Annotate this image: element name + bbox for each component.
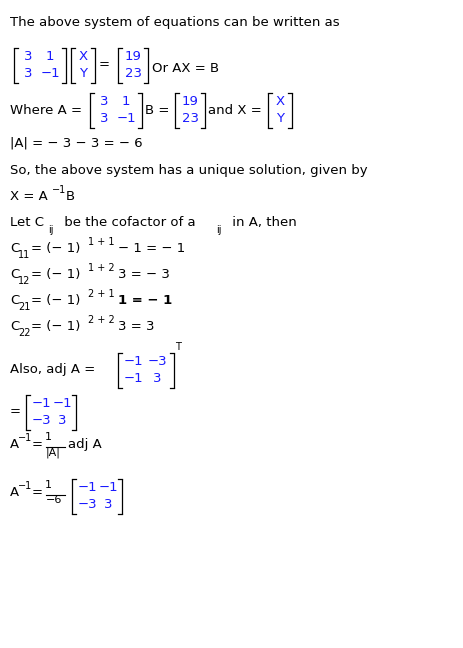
Text: 3: 3 bbox=[57, 414, 66, 427]
Text: 3: 3 bbox=[24, 67, 32, 80]
Text: ij: ij bbox=[216, 224, 221, 235]
Text: Y: Y bbox=[79, 67, 87, 80]
Text: −1: −1 bbox=[31, 397, 51, 410]
Text: =: = bbox=[10, 406, 21, 419]
Text: Or AX = B: Or AX = B bbox=[151, 62, 218, 76]
Text: −3: −3 bbox=[147, 354, 167, 368]
Text: 21: 21 bbox=[18, 303, 30, 312]
Text: C: C bbox=[10, 294, 19, 307]
Text: B =: B = bbox=[145, 104, 169, 117]
Text: So, the above system has a unique solution, given by: So, the above system has a unique soluti… bbox=[10, 164, 367, 177]
Text: 1: 1 bbox=[45, 480, 52, 490]
Text: C: C bbox=[10, 320, 19, 333]
Text: 3: 3 bbox=[24, 50, 32, 63]
Text: −1: −1 bbox=[116, 112, 136, 125]
Text: 1 + 1: 1 + 1 bbox=[88, 237, 114, 247]
Text: 23: 23 bbox=[181, 112, 198, 125]
Text: Y: Y bbox=[276, 112, 284, 125]
Text: 23: 23 bbox=[125, 67, 142, 80]
Text: −1: −1 bbox=[98, 481, 118, 494]
Text: −1: −1 bbox=[52, 397, 72, 410]
Text: 1: 1 bbox=[121, 95, 130, 108]
Text: 1 = − 1: 1 = − 1 bbox=[118, 294, 172, 307]
Text: 3 = − 3: 3 = − 3 bbox=[118, 268, 169, 281]
Text: =: = bbox=[32, 486, 43, 499]
Text: A: A bbox=[10, 486, 19, 499]
Text: −1: −1 bbox=[123, 354, 143, 368]
Text: 3: 3 bbox=[152, 372, 161, 386]
Text: X = A: X = A bbox=[10, 190, 48, 203]
Text: 2 + 1: 2 + 1 bbox=[88, 289, 114, 299]
Text: B: B bbox=[66, 190, 75, 203]
Text: 22: 22 bbox=[18, 329, 31, 338]
Text: A: A bbox=[10, 438, 19, 451]
Text: Let C: Let C bbox=[10, 216, 44, 229]
Text: = (− 1): = (− 1) bbox=[31, 320, 80, 333]
Text: 1 + 2: 1 + 2 bbox=[88, 263, 114, 273]
Text: 19: 19 bbox=[125, 50, 142, 63]
Text: =: = bbox=[32, 438, 43, 451]
Text: |A| = − 3 − 3 = − 6: |A| = − 3 − 3 = − 6 bbox=[10, 136, 142, 149]
Text: −6: −6 bbox=[46, 495, 62, 505]
Text: 2 + 2: 2 + 2 bbox=[88, 315, 114, 325]
Text: ij: ij bbox=[48, 224, 53, 235]
Text: 1: 1 bbox=[46, 50, 54, 63]
Text: = (− 1): = (− 1) bbox=[31, 294, 80, 307]
Text: −1: −1 bbox=[123, 372, 143, 386]
Text: = (− 1): = (− 1) bbox=[31, 268, 80, 281]
Text: 1: 1 bbox=[45, 432, 52, 442]
Text: =: = bbox=[98, 58, 109, 71]
Text: C: C bbox=[10, 268, 19, 281]
Text: 11: 11 bbox=[18, 251, 30, 260]
Text: 19: 19 bbox=[181, 95, 198, 108]
Text: X: X bbox=[78, 50, 88, 63]
Text: −1: −1 bbox=[18, 433, 32, 443]
Text: − 1 = − 1: − 1 = − 1 bbox=[118, 242, 185, 255]
Text: 12: 12 bbox=[18, 277, 30, 286]
Text: C: C bbox=[10, 242, 19, 255]
Text: 3: 3 bbox=[104, 498, 112, 511]
Text: Where A =: Where A = bbox=[10, 104, 82, 117]
Text: X: X bbox=[275, 95, 284, 108]
Text: T: T bbox=[175, 342, 181, 352]
Text: The above system of equations can be written as: The above system of equations can be wri… bbox=[10, 16, 339, 29]
Text: = (− 1): = (− 1) bbox=[31, 242, 80, 255]
Text: in A, then: in A, then bbox=[227, 216, 296, 229]
Text: 3: 3 bbox=[100, 95, 108, 108]
Text: |A|: |A| bbox=[46, 447, 61, 457]
Text: −3: −3 bbox=[77, 498, 97, 511]
Text: adj A: adj A bbox=[68, 438, 101, 451]
Text: and X =: and X = bbox=[208, 104, 262, 117]
Text: Also, adj A =: Also, adj A = bbox=[10, 364, 95, 376]
Text: 3 = 3: 3 = 3 bbox=[118, 320, 154, 333]
Text: −1: −1 bbox=[52, 185, 66, 195]
Text: be the cofactor of a: be the cofactor of a bbox=[60, 216, 195, 229]
Text: −1: −1 bbox=[77, 481, 97, 494]
Text: −3: −3 bbox=[31, 414, 51, 427]
Text: −1: −1 bbox=[40, 67, 60, 80]
Text: −1: −1 bbox=[18, 481, 32, 491]
Text: 3: 3 bbox=[100, 112, 108, 125]
